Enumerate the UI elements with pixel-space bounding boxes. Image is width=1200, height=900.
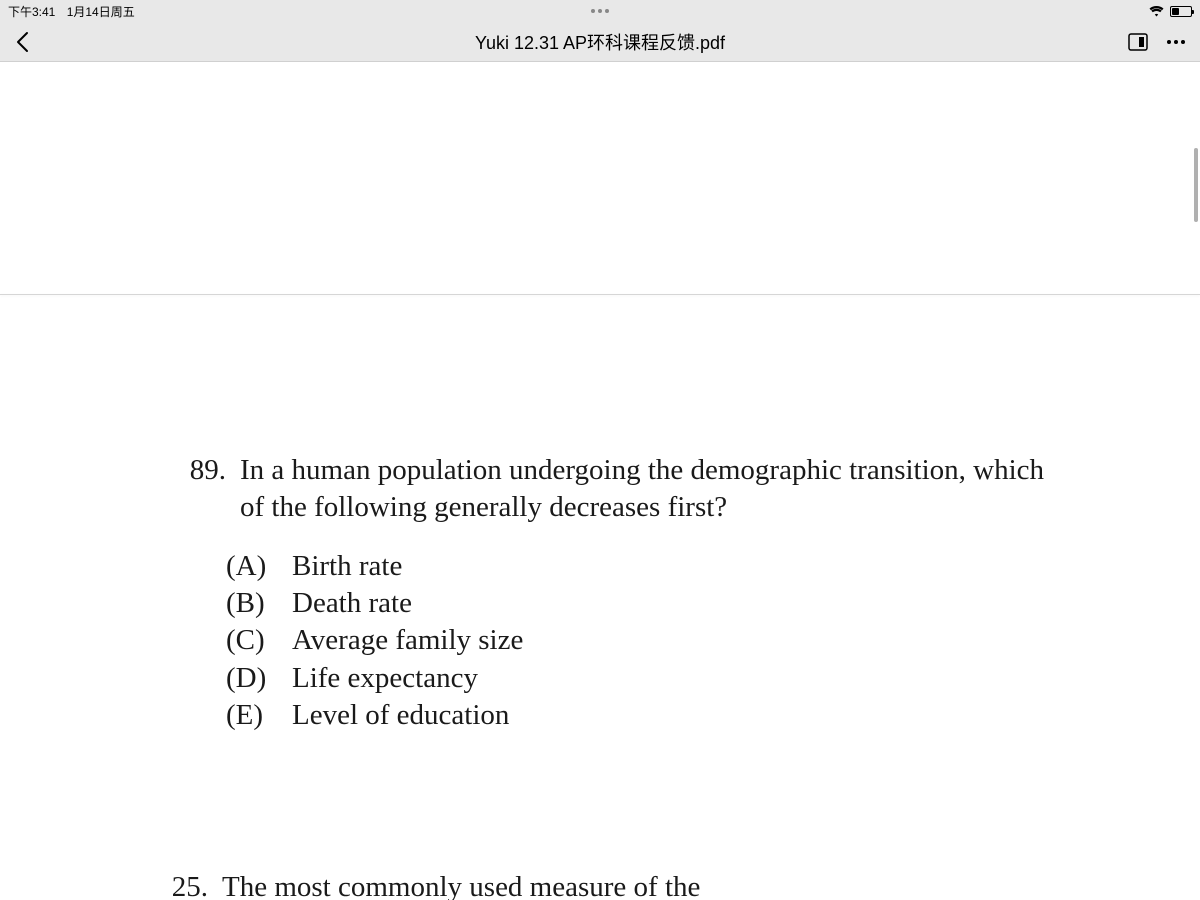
option-d: (D) Life expectancy [226, 660, 1060, 697]
scroll-indicator[interactable] [1194, 148, 1198, 222]
option-label: (B) [226, 585, 292, 622]
option-e: (E) Level of education [226, 697, 1060, 734]
question-text: The most commonly used measure of the [222, 869, 700, 900]
question-options: (A) Birth rate (B) Death rate (C) Averag… [226, 548, 1060, 734]
option-label: (D) [226, 660, 292, 697]
question-number: 25. [158, 869, 222, 900]
more-dots-icon [1167, 40, 1185, 44]
view-mode-button[interactable] [1126, 30, 1150, 54]
wifi-icon [1149, 6, 1164, 17]
status-time: 下午3:41 [8, 3, 55, 20]
question-text: In a human population undergoing the dem… [240, 452, 1060, 526]
option-b: (B) Death rate [226, 585, 1060, 622]
question-number: 89. [178, 452, 240, 526]
battery-icon [1170, 6, 1192, 17]
option-text: Level of education [292, 697, 509, 734]
status-date: 1月14日周五 [67, 3, 135, 20]
option-text: Birth rate [292, 548, 402, 585]
more-button[interactable] [1164, 30, 1188, 54]
option-text: Death rate [292, 585, 412, 622]
view-mode-icon [1128, 33, 1148, 51]
option-label: (C) [226, 622, 292, 659]
back-button[interactable] [0, 22, 44, 62]
question-25-partial: 25. The most commonly used measure of th… [158, 869, 1060, 900]
option-text: Average family size [292, 622, 523, 659]
status-left: 下午3:41 1月14日周五 [8, 3, 135, 20]
question-89: 89. In a human population undergoing the… [178, 452, 1060, 734]
nav-bar: Yuki 12.31 AP环科课程反馈.pdf [0, 22, 1200, 62]
status-bar: 下午3:41 1月14日周五 [0, 0, 1200, 22]
option-label: (E) [226, 697, 292, 734]
status-right [1149, 6, 1192, 17]
option-text: Life expectancy [292, 660, 478, 697]
option-a: (A) Birth rate [226, 548, 1060, 585]
multitask-dots-icon[interactable] [591, 9, 609, 13]
option-label: (A) [226, 548, 292, 585]
option-c: (C) Average family size [226, 622, 1060, 659]
chevron-left-icon [15, 31, 29, 53]
page-divider [0, 294, 1200, 295]
document-title: Yuki 12.31 AP环科课程反馈.pdf [475, 29, 725, 55]
document-viewport[interactable]: 89. In a human population undergoing the… [0, 62, 1200, 900]
